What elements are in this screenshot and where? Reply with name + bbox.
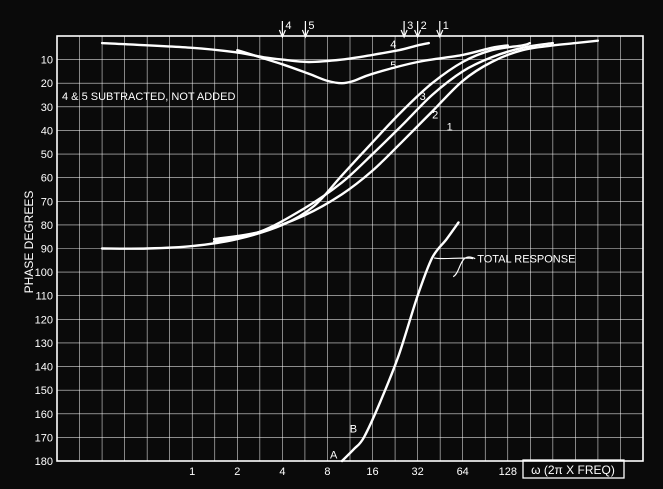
marker-arrow-head [400,29,408,39]
x-tick-label: 2 [234,466,240,478]
series-curves [100,39,600,463]
x-tick-label: 32 [411,466,423,478]
y-tick-label: 60 [41,173,53,185]
y-tick-label: 120 [35,314,53,326]
marker-arrow-head [301,29,309,39]
marker-arrow-head [278,29,286,39]
y-tick-label: 140 [35,362,53,374]
marker-label: 2 [421,20,427,32]
plot-frame [56,35,644,462]
y-tick-label: 160 [35,409,53,421]
marker-label: 4 [285,20,291,32]
x-tick-labels: 1 2 4 8 16 32 64 128 [189,466,517,478]
point-label-b: B [350,423,357,435]
series-curve-5 [236,44,509,85]
marker-label: 1 [443,20,449,32]
y-tick-label: 50 [41,149,53,161]
series-curve-3 [100,41,532,250]
x-tick-label: 1 [189,466,195,478]
point-label-a: A [330,449,338,461]
series-label-3: 3 [420,91,426,103]
x-axis-label: ω (2π X FREQ) [531,463,615,477]
x-tick-label: 4 [279,466,285,478]
total-response-leader [433,256,476,278]
y-tick-label: 40 [41,125,53,137]
y-tick-label: 30 [41,102,53,114]
x-tick-label: 64 [457,466,469,478]
series-curve-1 [212,39,600,241]
series-curve-total-response [340,221,460,463]
y-tick-label: 20 [41,78,53,90]
series-curve-4 [100,41,430,64]
y-tick-label: 180 [35,456,53,468]
series-curve-2 [212,41,554,243]
marker-label: 3 [407,20,413,32]
y-axis-label: PHASE DEGREES [22,191,36,294]
series-label-1: 1 [447,121,453,133]
x-tick-label: 16 [366,466,378,478]
chart-note: 4 & 5 SUBTRACTED, NOT ADDED [62,91,235,103]
y-tick-label: 10 [41,55,53,67]
y-tick-label: 110 [35,291,53,303]
marker-label: 5 [308,20,314,32]
marker-arrow-head [414,29,422,39]
y-tick-label: 70 [41,196,53,208]
x-tick-label: 8 [324,466,330,478]
marker-arrow-head [436,29,444,39]
y-tick-label: 100 [35,267,53,279]
y-tick-label: 150 [35,385,53,397]
series-label-2: 2 [432,110,438,122]
y-tick-label: 90 [41,244,53,256]
series-label-4: 4 [390,39,396,51]
y-tick-label: 80 [41,220,53,232]
x-tick-label: 128 [499,466,517,478]
y-tick-label: 130 [35,338,53,350]
y-tick-label: 170 [35,432,53,444]
y-tick-labels: 10 20 30 40 50 60 70 80 90 100 110 120 130 140 150 160 1… [35,55,53,468]
series-label-total-response: TOTAL RESPONSE [477,254,575,266]
x-axis-label-box [522,459,625,479]
grid-lines [57,36,643,461]
series-labels: 123 4 5 TOTAL RESPONSE A B [330,39,575,461]
series-label-5: 5 [390,60,396,72]
